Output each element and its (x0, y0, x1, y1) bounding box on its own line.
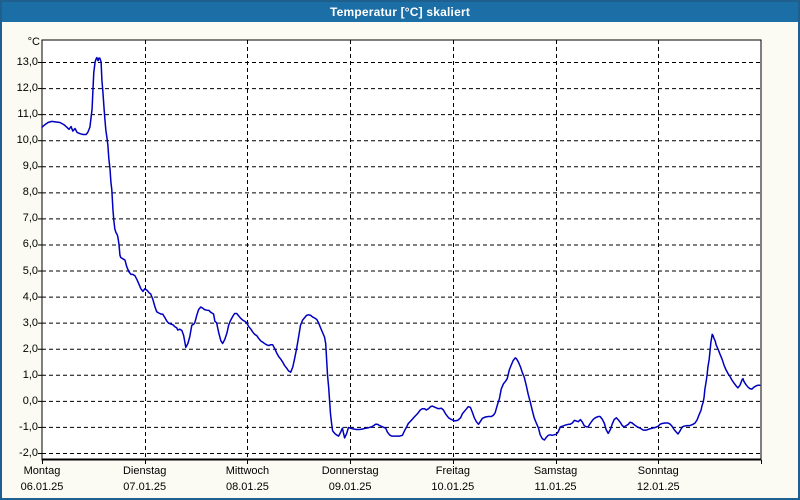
y-tick-label: -2,0 (19, 447, 38, 459)
x-day-name-label: Sonntag (637, 465, 679, 477)
temperature-line (41, 56, 761, 441)
plot-frame (41, 39, 762, 461)
x-day-name-label: Donnerstag (321, 465, 379, 477)
y-tick-label: 12,0 (16, 82, 38, 95)
x-day-date-label: 12.01.25 (636, 481, 680, 493)
x-day-date-label: 09.01.25 (328, 481, 372, 493)
y-tick-label: 3,0 (22, 316, 38, 329)
window-title-bar: Temperatur [°C] skaliert (2, 2, 798, 22)
y-tick-label: 7,0 (22, 212, 38, 225)
x-day-date-label: 11.01.25 (534, 481, 577, 493)
y-tick-label: 10,0 (16, 134, 38, 147)
x-day-date-label: 07.01.25 (123, 481, 167, 493)
x-day-date-label: 08.01.25 (226, 481, 269, 493)
x-day-name-label: Mittwoch (225, 465, 270, 477)
x-day-name-label: Dienstag (122, 465, 167, 477)
window-title: Temperatur [°C] skaliert (329, 5, 471, 19)
y-tick-label: 9,0 (22, 160, 38, 173)
y-tick-label: 6,0 (22, 238, 38, 251)
x-day-name-label: Samstag (533, 465, 578, 477)
x-day-date-label: 10.01.25 (431, 481, 475, 493)
x-day-date-label: 06.01.25 (20, 481, 64, 493)
y-tick-label: 8,0 (22, 186, 38, 199)
y-tick-label: 13,0 (16, 55, 38, 68)
y-axis-unit-label: °C (27, 36, 40, 48)
x-day-name-label: Montag (23, 465, 61, 477)
y-tick-label: 5,0 (22, 264, 38, 277)
y-tick-label: -1,0 (19, 420, 38, 433)
y-tick-label: 2,0 (22, 342, 38, 355)
y-tick-label: 0,0 (22, 394, 38, 407)
y-tick-label: 11,0 (17, 108, 38, 121)
y-tick-label: 4,0 (22, 290, 38, 303)
x-day-name-label: Freitag (435, 465, 470, 477)
y-tick-label: 1,0 (22, 368, 38, 381)
